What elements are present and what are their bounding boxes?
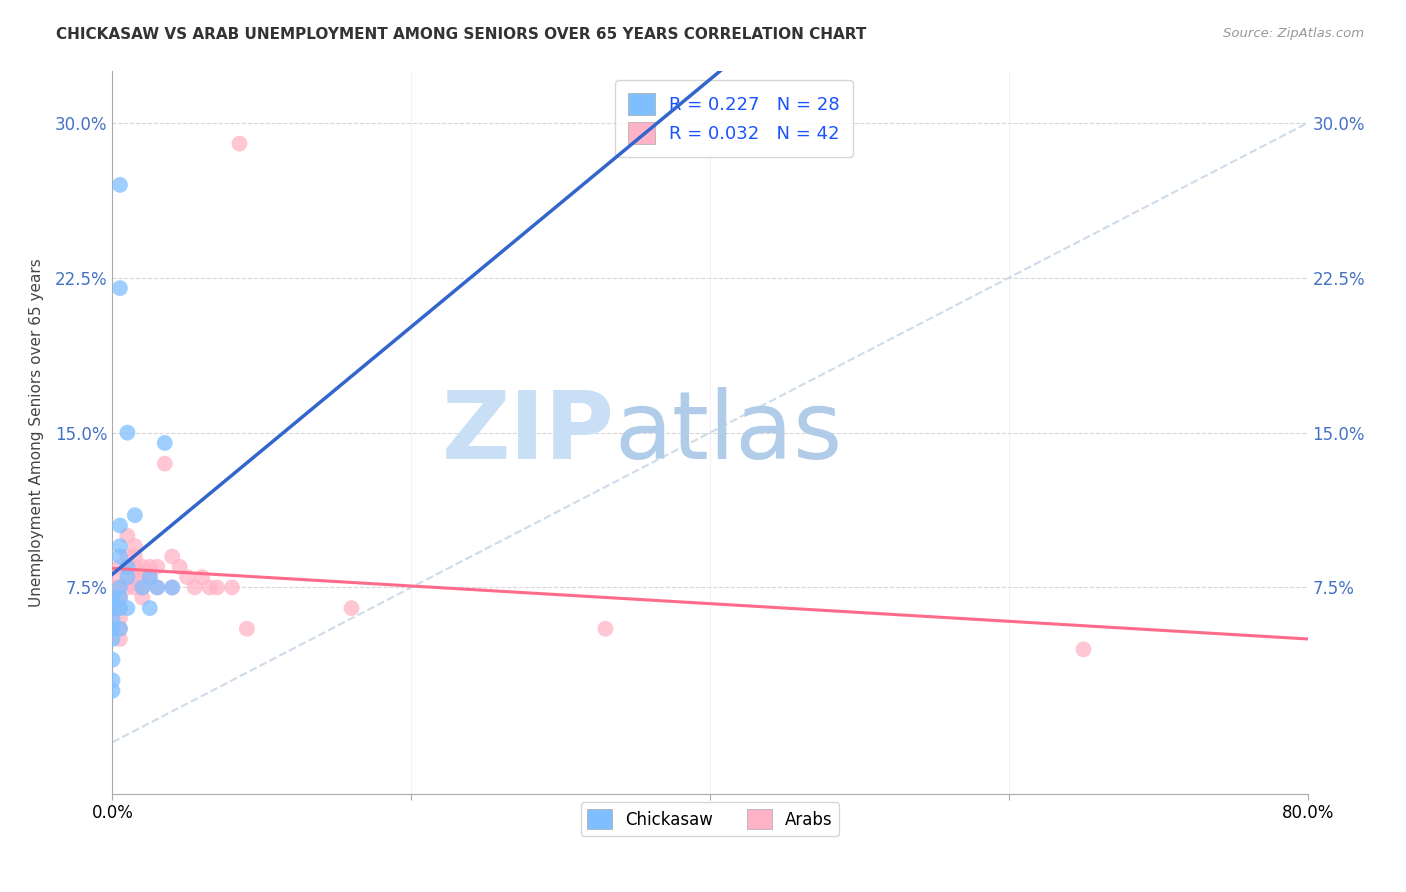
Point <box>108 178 131 192</box>
Point <box>124 581 146 595</box>
Point <box>162 549 183 564</box>
Point <box>139 601 162 615</box>
Point <box>131 570 153 584</box>
Point <box>117 601 139 615</box>
Point <box>101 611 124 625</box>
Point <box>131 591 153 605</box>
Point <box>205 581 228 595</box>
Point <box>108 581 131 595</box>
Point <box>101 653 124 667</box>
Point <box>183 581 205 595</box>
Point <box>146 559 169 574</box>
Point <box>108 539 131 553</box>
Point <box>153 436 176 450</box>
Point <box>131 559 153 574</box>
Point <box>124 549 146 564</box>
Point <box>162 581 183 595</box>
Point <box>117 529 139 543</box>
Point <box>108 570 131 584</box>
Point <box>101 622 124 636</box>
Point <box>117 559 139 574</box>
Point <box>198 581 221 595</box>
Y-axis label: Unemployment Among Seniors over 65 years: Unemployment Among Seniors over 65 years <box>30 259 44 607</box>
Text: atlas: atlas <box>614 386 842 479</box>
Point <box>191 570 214 584</box>
Point <box>108 632 131 646</box>
Point <box>108 611 131 625</box>
Point <box>101 673 124 688</box>
Point <box>101 591 124 605</box>
Point <box>108 601 131 615</box>
Text: ZIP: ZIP <box>441 386 614 479</box>
Point <box>124 539 146 553</box>
Point <box>131 581 153 595</box>
Point <box>162 581 183 595</box>
Point <box>595 622 617 636</box>
Text: Source: ZipAtlas.com: Source: ZipAtlas.com <box>1223 27 1364 40</box>
Legend: Chickasaw, Arabs: Chickasaw, Arabs <box>581 803 839 836</box>
Point <box>176 570 198 584</box>
Point <box>117 425 139 440</box>
Point <box>101 581 124 595</box>
Point <box>117 581 139 595</box>
Point <box>117 559 139 574</box>
Point <box>228 136 250 151</box>
Point <box>221 581 243 595</box>
Point <box>146 581 169 595</box>
Point <box>108 591 131 605</box>
Point <box>108 281 131 295</box>
Point <box>108 581 131 595</box>
Point <box>117 549 139 564</box>
Point <box>153 457 176 471</box>
Point <box>108 559 131 574</box>
Point <box>108 622 131 636</box>
Point <box>124 508 146 523</box>
Point <box>1073 642 1095 657</box>
Point <box>101 632 124 646</box>
Point <box>108 549 131 564</box>
Point <box>108 601 131 615</box>
Point <box>117 570 139 584</box>
Point <box>108 591 131 605</box>
Text: CHICKASAW VS ARAB UNEMPLOYMENT AMONG SENIORS OVER 65 YEARS CORRELATION CHART: CHICKASAW VS ARAB UNEMPLOYMENT AMONG SEN… <box>56 27 866 42</box>
Point <box>101 601 124 615</box>
Point <box>101 683 124 698</box>
Point <box>124 570 146 584</box>
Point <box>139 570 162 584</box>
Point <box>124 559 146 574</box>
Point <box>139 570 162 584</box>
Point <box>146 581 169 595</box>
Point <box>108 622 131 636</box>
Point <box>131 581 153 595</box>
Point <box>101 601 124 615</box>
Point <box>169 559 191 574</box>
Point <box>340 601 363 615</box>
Point <box>108 518 131 533</box>
Point <box>139 559 162 574</box>
Point <box>236 622 259 636</box>
